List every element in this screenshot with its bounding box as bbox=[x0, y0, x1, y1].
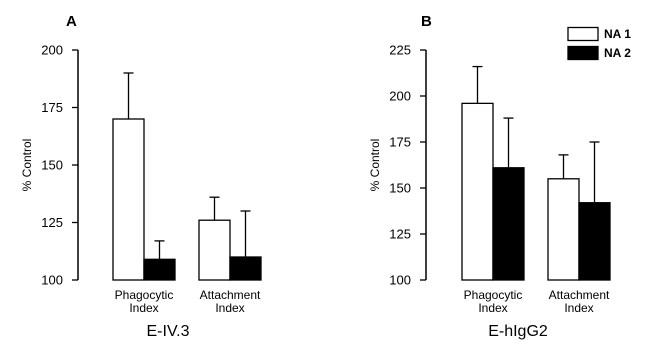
category-label: Phagocytic bbox=[464, 288, 523, 302]
bar-2-1 bbox=[492, 167, 525, 281]
y-tick-label: 150 bbox=[389, 181, 411, 196]
bar-1-1 bbox=[112, 118, 145, 281]
panel-label: B bbox=[421, 13, 432, 30]
legend-label: NA 1 bbox=[604, 27, 631, 41]
y-tick-label: 200 bbox=[389, 89, 411, 104]
legend-swatch bbox=[567, 26, 599, 42]
y-axis-label: % Control bbox=[368, 139, 382, 192]
bar-2-1 bbox=[143, 258, 176, 281]
y-tick-label: 175 bbox=[41, 100, 63, 115]
x-axis-label: E-hIgG2 bbox=[488, 323, 548, 340]
legend: NA 1 NA 2 bbox=[567, 26, 631, 61]
y-tick-label: 100 bbox=[389, 273, 411, 288]
y-tick-label: 125 bbox=[389, 227, 411, 242]
y-tick-label: 225 bbox=[389, 43, 411, 58]
category-label-line2: Index bbox=[564, 301, 593, 315]
panel-label: A bbox=[66, 13, 77, 30]
legend-swatch bbox=[567, 45, 599, 61]
bar-2-2 bbox=[578, 202, 611, 281]
y-tick-label: 125 bbox=[41, 215, 63, 230]
category-label-line2: Index bbox=[215, 301, 244, 315]
bar-1-1 bbox=[461, 102, 494, 281]
y-tick-label: 200 bbox=[41, 43, 63, 58]
category-label: Phagocytic bbox=[115, 288, 174, 302]
category-label-line2: Index bbox=[129, 301, 158, 315]
y-tick-label: 100 bbox=[41, 273, 63, 288]
y-axis-label: % Control bbox=[20, 139, 34, 192]
category-label: Attachment bbox=[549, 288, 610, 302]
category-label-line2: Index bbox=[478, 301, 507, 315]
y-tick-label: 150 bbox=[41, 158, 63, 173]
category-label: Attachment bbox=[200, 288, 261, 302]
x-axis-label: E-IV.3 bbox=[147, 323, 190, 340]
y-tick-label: 175 bbox=[389, 135, 411, 150]
bar-1-2 bbox=[198, 219, 231, 281]
bar-1-2 bbox=[547, 178, 580, 281]
bar-2-2 bbox=[229, 256, 262, 281]
legend-label: NA 2 bbox=[604, 46, 631, 60]
